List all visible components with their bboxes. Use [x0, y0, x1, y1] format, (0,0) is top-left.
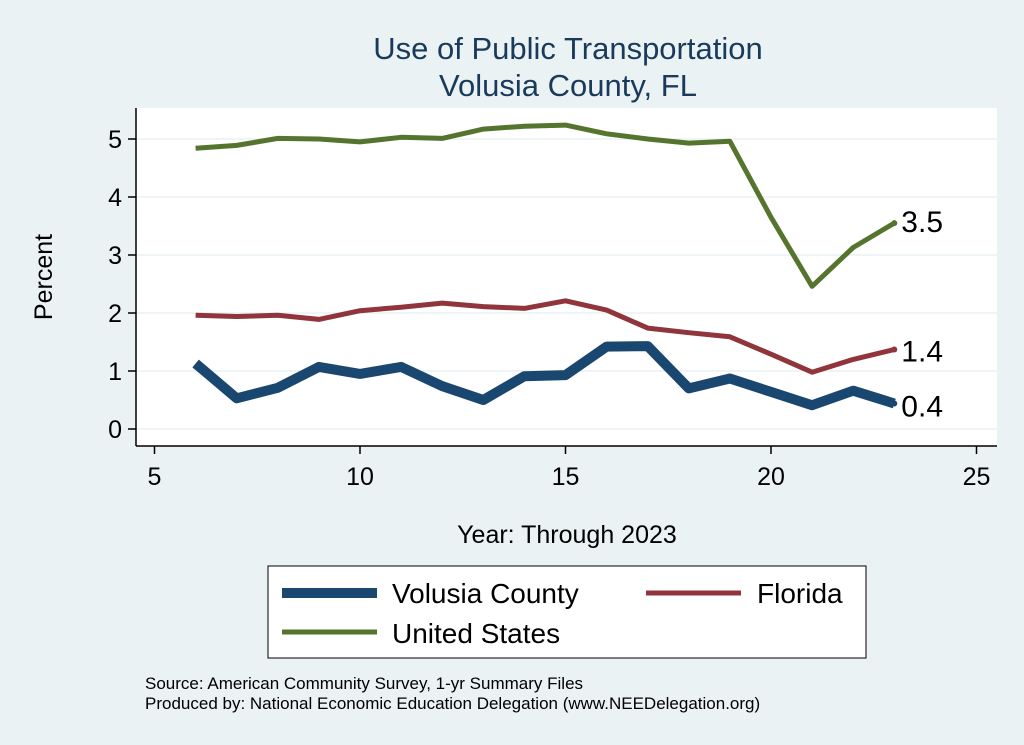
chart-title: Use of Public Transportation [373, 31, 762, 66]
series-line-volusia-county [192, 341, 896, 411]
series-end-point-florida [891, 346, 898, 353]
source-note: Source: American Community Survey, 1-yr … [145, 674, 583, 693]
y-axis-ticks: 0 1 2 3 4 5 [108, 126, 136, 444]
series-end-point-volusia-county [891, 400, 898, 407]
end-value-label-volusia-county: 0.4 [901, 390, 943, 423]
end-value-label-united-states: 3.5 [901, 206, 943, 239]
y-tick-label: 1 [108, 358, 122, 386]
y-tick-label: 3 [108, 242, 122, 270]
series-layer: 0.4 1.4 3.5 [192, 122, 943, 423]
y-tick-label: 0 [108, 416, 122, 444]
y-tick-label: 5 [108, 126, 122, 154]
x-axis-ticks: 5 10 15 20 25 [148, 446, 991, 491]
series-end-point-united-states [891, 220, 898, 227]
x-tick-label: 25 [963, 463, 991, 491]
x-tick-label: 20 [757, 463, 785, 491]
x-tick-label: 15 [552, 463, 580, 491]
legend-label-volusia-county: Volusia County [392, 578, 579, 609]
chart-subtitle: Volusia County, FL [439, 68, 697, 103]
y-tick-label: 2 [108, 300, 122, 328]
y-axis-label: Percent [30, 234, 58, 320]
series-line-united-states [195, 122, 896, 289]
series-line-florida [195, 298, 895, 375]
x-tick-label: 5 [148, 463, 162, 491]
legend-box [267, 565, 867, 659]
y-tick-label: 4 [108, 184, 122, 212]
x-axis-label: Year: Through 2023 [457, 521, 677, 549]
producer-note: Produced by: National Economic Education… [145, 694, 760, 713]
legend-label-united-states: United States [392, 618, 560, 649]
x-tick-label: 10 [346, 463, 374, 491]
end-value-label-florida: 1.4 [901, 336, 943, 369]
legend-label-florida: Florida [757, 578, 843, 609]
